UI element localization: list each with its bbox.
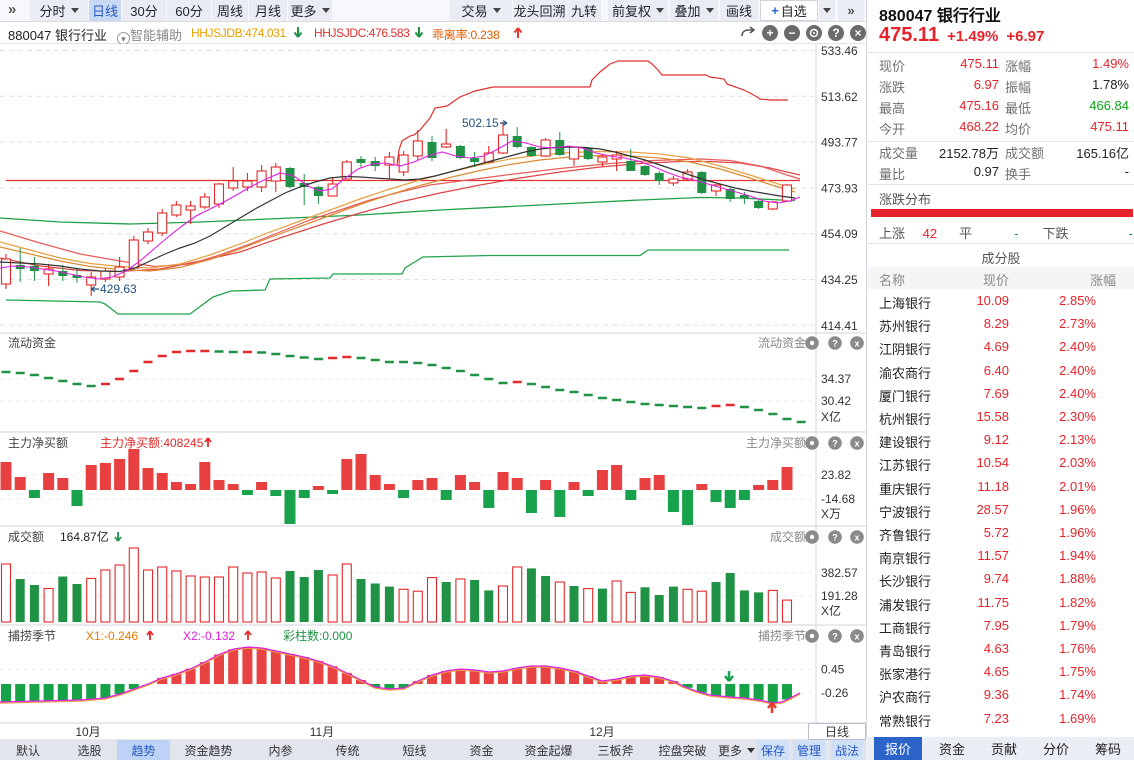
svg-text:x: x — [854, 533, 859, 543]
svg-text:X亿: X亿 — [821, 409, 841, 424]
svg-text:34.37: 34.37 — [821, 372, 851, 386]
svg-text:473.93: 473.93 — [821, 181, 858, 195]
svg-text:382.57: 382.57 — [821, 566, 858, 580]
svg-text:?: ? — [832, 439, 838, 449]
svg-text:-14.68: -14.68 — [821, 492, 855, 506]
svg-text:434.25: 434.25 — [821, 273, 858, 287]
svg-text:彩柱数:0.000: 彩柱数:0.000 — [283, 628, 353, 643]
svg-text:502.15: 502.15 — [462, 116, 499, 130]
svg-text:捕捞季节: 捕捞季节 — [8, 628, 56, 643]
svg-text:493.77: 493.77 — [821, 136, 858, 150]
svg-text:日线: 日线 — [825, 725, 849, 739]
svg-text:×: × — [854, 26, 861, 40]
svg-text:30.42: 30.42 — [821, 394, 851, 408]
svg-text:-0.26: -0.26 — [821, 686, 849, 700]
svg-text:+: + — [766, 26, 773, 40]
svg-text:0.45: 0.45 — [821, 663, 845, 677]
svg-text:X亿: X亿 — [821, 603, 841, 618]
svg-text:454.09: 454.09 — [821, 227, 858, 241]
svg-text:?: ? — [832, 533, 838, 543]
svg-text:?: ? — [832, 632, 838, 642]
svg-text:?: ? — [832, 339, 838, 349]
svg-text:10月: 10月 — [75, 725, 100, 739]
svg-text:X万: X万 — [821, 507, 841, 521]
svg-text:191.28: 191.28 — [821, 589, 858, 603]
svg-text:主力净买额: 主力净买额 — [8, 436, 68, 450]
svg-text:主力净买额:408245: 主力净买额:408245 — [100, 436, 204, 450]
svg-text:533.46: 533.46 — [821, 44, 858, 58]
svg-text:流动资金: 流动资金 — [758, 335, 806, 350]
svg-text:513.62: 513.62 — [821, 90, 858, 104]
svg-text:捕捞季节: 捕捞季节 — [758, 628, 806, 643]
svg-text:X1:-0.246: X1:-0.246 — [86, 629, 138, 643]
svg-text:−: − — [788, 26, 795, 40]
svg-text:429.63: 429.63 — [100, 282, 137, 296]
svg-text:X2:-0.132: X2:-0.132 — [183, 629, 235, 643]
svg-text:x: x — [854, 339, 859, 349]
svg-text:23.82: 23.82 — [821, 468, 851, 482]
svg-text:414.41: 414.41 — [821, 319, 858, 333]
svg-text:成交额: 成交额 — [770, 529, 806, 544]
svg-text:164.87亿: 164.87亿 — [60, 529, 109, 544]
svg-text:?: ? — [832, 26, 839, 40]
svg-text:主力净买额: 主力净买额 — [746, 436, 806, 450]
svg-text:x: x — [854, 439, 859, 449]
svg-text:流动资金: 流动资金 — [8, 335, 56, 350]
svg-text:x: x — [854, 632, 859, 642]
svg-text:成交额: 成交额 — [8, 529, 44, 544]
svg-text:11月: 11月 — [310, 725, 334, 739]
svg-text:12月: 12月 — [589, 725, 614, 739]
